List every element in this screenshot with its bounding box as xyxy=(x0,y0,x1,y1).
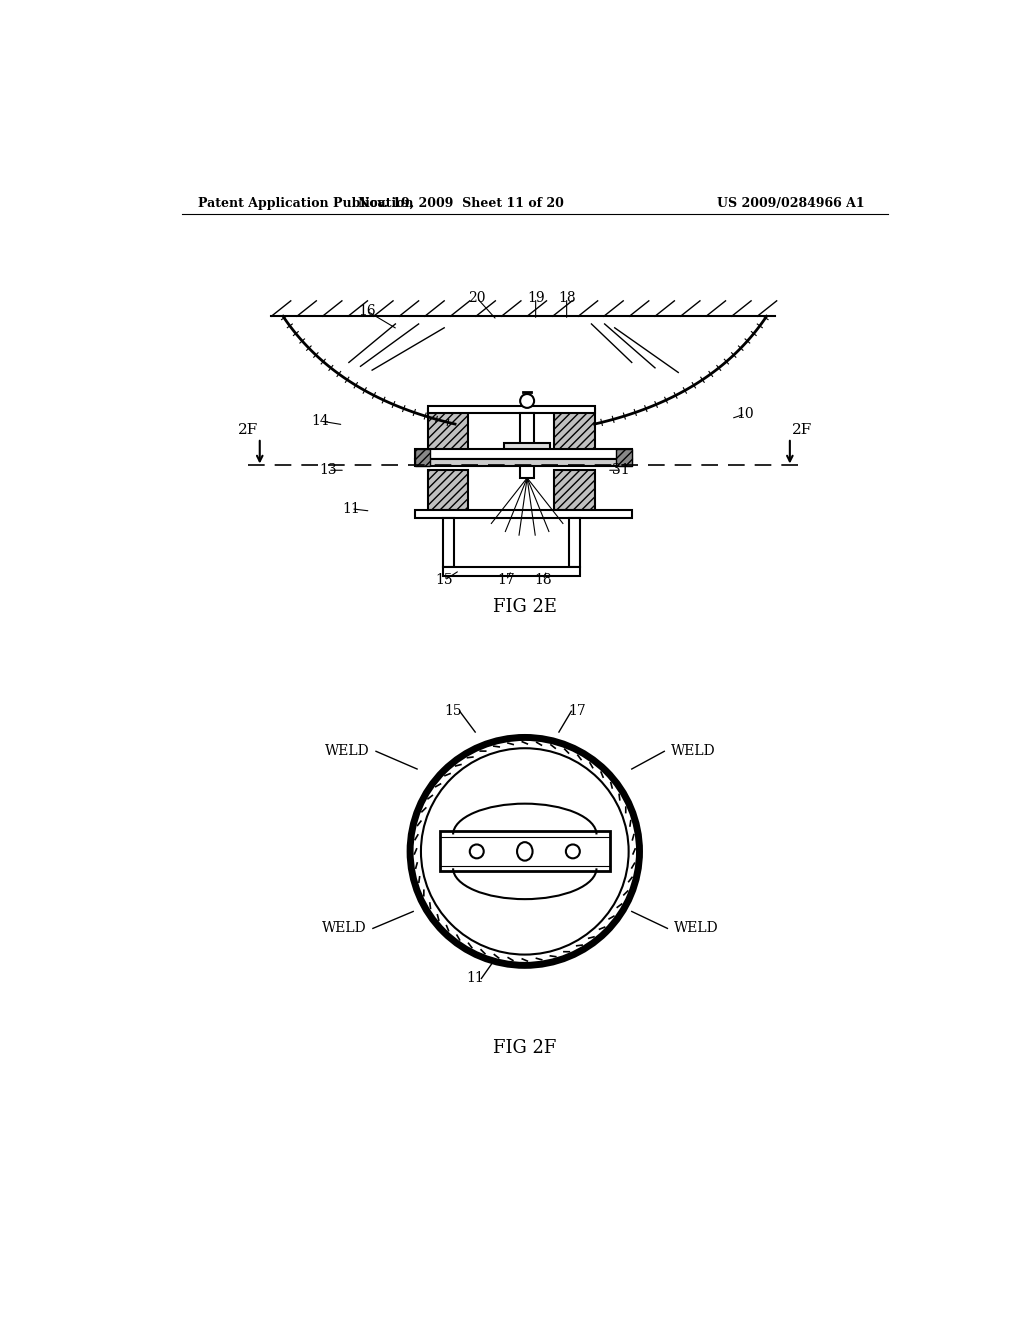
Text: 20: 20 xyxy=(468,290,485,305)
Polygon shape xyxy=(428,470,468,511)
Text: Patent Application Publication: Patent Application Publication xyxy=(198,197,414,210)
Text: Nov. 19, 2009  Sheet 11 of 20: Nov. 19, 2009 Sheet 11 of 20 xyxy=(358,197,564,210)
Text: 10: 10 xyxy=(736,407,754,421)
Text: 14: 14 xyxy=(311,414,329,428)
Text: 2F: 2F xyxy=(793,424,812,437)
Text: WELD: WELD xyxy=(671,744,715,758)
Polygon shape xyxy=(415,459,632,466)
Polygon shape xyxy=(428,409,468,451)
Polygon shape xyxy=(569,517,580,566)
Text: 18: 18 xyxy=(558,290,575,305)
Polygon shape xyxy=(520,412,535,478)
Polygon shape xyxy=(442,517,454,566)
Polygon shape xyxy=(554,470,595,511)
Text: 11: 11 xyxy=(342,502,360,516)
Polygon shape xyxy=(616,449,632,466)
Text: 31: 31 xyxy=(612,463,630,478)
Text: FIG 2E: FIG 2E xyxy=(493,598,557,615)
Polygon shape xyxy=(415,449,430,466)
Text: 19: 19 xyxy=(526,290,545,305)
Text: WELD: WELD xyxy=(323,921,367,936)
Text: 17: 17 xyxy=(568,705,587,718)
Text: 2F: 2F xyxy=(238,424,258,437)
Text: 15: 15 xyxy=(444,705,462,718)
Circle shape xyxy=(421,748,629,954)
Text: 18: 18 xyxy=(535,573,552,587)
Text: WELD: WELD xyxy=(326,744,370,758)
Text: US 2009/0284966 A1: US 2009/0284966 A1 xyxy=(717,197,864,210)
Text: 15: 15 xyxy=(435,573,453,587)
Polygon shape xyxy=(442,566,580,576)
Text: 16: 16 xyxy=(357,304,376,318)
Text: 17: 17 xyxy=(498,573,515,587)
Polygon shape xyxy=(415,511,632,517)
Polygon shape xyxy=(415,449,632,459)
Text: 11: 11 xyxy=(466,972,484,986)
Text: 13: 13 xyxy=(319,463,337,478)
Polygon shape xyxy=(428,407,595,412)
Polygon shape xyxy=(504,444,550,453)
Text: FIG 2F: FIG 2F xyxy=(494,1039,556,1057)
Circle shape xyxy=(520,395,535,408)
Polygon shape xyxy=(439,832,610,871)
Text: WELD: WELD xyxy=(674,921,718,936)
Polygon shape xyxy=(554,409,595,451)
